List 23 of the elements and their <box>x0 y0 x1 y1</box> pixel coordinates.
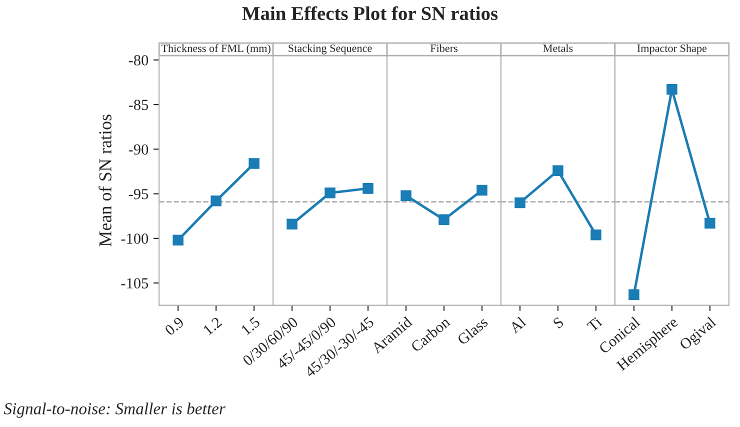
x-tick-label: Glass <box>456 316 488 346</box>
y-tick-label: -105 <box>121 278 148 288</box>
x-tick-label: S <box>552 316 564 329</box>
x-axis-title: Impactor Shape <box>637 44 707 54</box>
text: Main Effects Plot for SN ratios <box>242 6 498 20</box>
x-axis-title: Fibers <box>430 44 458 52</box>
text: Signal-to-noise: Smaller is better <box>4 402 226 418</box>
x-tick-label: Ti <box>586 316 603 332</box>
y-tick-label: -95 <box>128 188 148 200</box>
point <box>248 158 260 169</box>
x-axis-title: Thickness of FML (mm) <box>161 44 270 54</box>
y-tick-label: -85 <box>128 100 148 110</box>
y-tick-label: -100 <box>121 234 148 244</box>
point <box>172 234 184 246</box>
y-axis-title: Mean of SN ratios <box>98 114 112 246</box>
point <box>210 196 222 206</box>
x-axis-title: Metals <box>543 44 573 52</box>
x-tick-label: 0.9 <box>164 316 185 336</box>
x-tick-label: 1.2 <box>202 316 222 336</box>
y-tick-label: -80 <box>128 55 148 66</box>
x-axis-title: Stacking Sequence <box>288 44 372 54</box>
x-tick-label: Al <box>508 316 527 334</box>
y-tick-label: -90 <box>128 144 148 155</box>
